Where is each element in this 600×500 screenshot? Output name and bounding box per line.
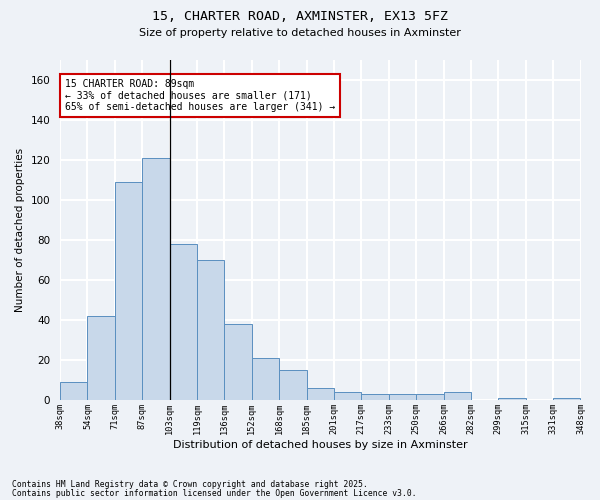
Bar — [170, 244, 197, 400]
Text: 15, CHARTER ROAD, AXMINSTER, EX13 5FZ: 15, CHARTER ROAD, AXMINSTER, EX13 5FZ — [152, 10, 448, 23]
Bar — [224, 324, 252, 400]
Bar — [115, 182, 142, 400]
Bar — [334, 392, 361, 400]
Bar — [499, 398, 526, 400]
Y-axis label: Number of detached properties: Number of detached properties — [15, 148, 25, 312]
Bar — [443, 392, 471, 400]
Bar — [88, 316, 115, 400]
Text: Contains public sector information licensed under the Open Government Licence v3: Contains public sector information licen… — [12, 488, 416, 498]
X-axis label: Distribution of detached houses by size in Axminster: Distribution of detached houses by size … — [173, 440, 467, 450]
Bar — [307, 388, 334, 400]
Bar — [389, 394, 416, 400]
Text: 15 CHARTER ROAD: 89sqm
← 33% of detached houses are smaller (171)
65% of semi-de: 15 CHARTER ROAD: 89sqm ← 33% of detached… — [65, 78, 335, 112]
Bar — [60, 382, 88, 400]
Bar — [252, 358, 279, 400]
Bar — [416, 394, 443, 400]
Bar — [279, 370, 307, 400]
Bar — [361, 394, 389, 400]
Text: Contains HM Land Registry data © Crown copyright and database right 2025.: Contains HM Land Registry data © Crown c… — [12, 480, 368, 489]
Bar — [553, 398, 580, 400]
Text: Size of property relative to detached houses in Axminster: Size of property relative to detached ho… — [139, 28, 461, 38]
Bar — [142, 158, 170, 400]
Bar — [197, 260, 224, 400]
